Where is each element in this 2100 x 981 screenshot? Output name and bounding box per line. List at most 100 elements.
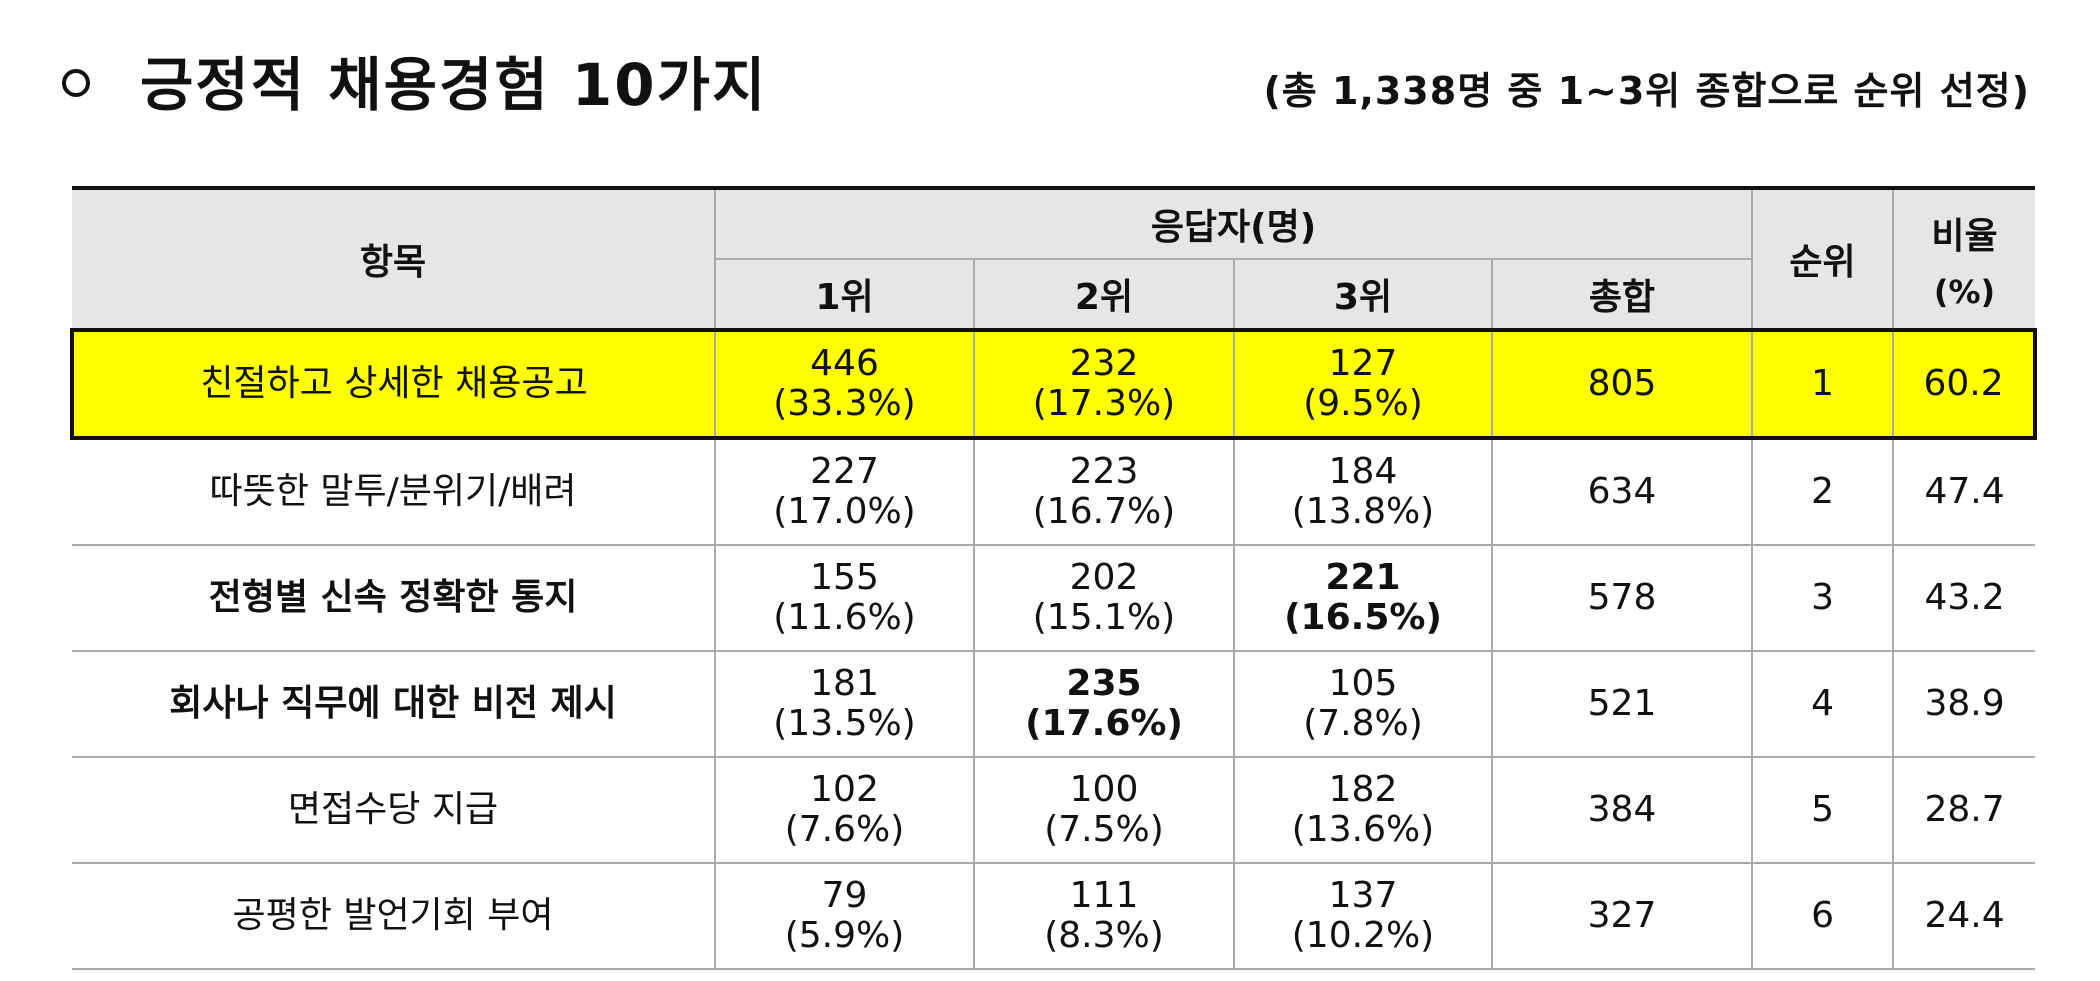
item-cell: 회사나 직무에 대한 비전 제시 [72,650,716,758]
table: 항목 응답자(명) 순위 비율 (%) 1위 2위 3위 총합 친절하고 상세한 … [70,186,2038,970]
percent: (13.5%) [773,703,916,744]
cell: 327 [1490,862,1754,970]
cell: 155 (11.6%) [714,544,975,652]
count: 202 [1069,557,1139,598]
cell: 446 (33.3%) [714,328,975,440]
cell: 3 [1751,544,1895,652]
item-cell: 면접수당 지급 [72,756,716,864]
count: 102 [810,769,879,810]
header-cell: 2위 [973,258,1235,331]
count: 221 [1325,557,1401,598]
cell: 223 (16.7%) [973,437,1235,546]
header-cell: 순위 [1751,186,1895,331]
header-text: (%) [1933,273,1996,311]
count: 137 [1328,875,1398,916]
cell: 521 [1490,650,1754,758]
cell: 102 (7.6%) [714,756,975,864]
cell: 60.2 [1892,328,2038,440]
count: 182 [1328,769,1398,810]
percent: (17.6%) [1025,703,1183,744]
cell: 4 [1751,650,1895,758]
header-cell: 3위 [1233,258,1493,331]
count: 227 [810,451,879,492]
count: 446 [810,343,879,384]
percent: (16.5%) [1284,597,1442,638]
cell: 137 (10.2%) [1233,862,1493,970]
cell: 182 (13.6%) [1233,756,1493,864]
header-cell: 항목 [72,186,716,331]
count: 181 [810,663,879,704]
percent: (13.8%) [1291,491,1435,532]
cell: 181 (13.5%) [714,650,975,758]
cell: 111 (8.3%) [973,862,1235,970]
cell: 5 [1751,756,1895,864]
percent: (17.3%) [1032,383,1176,424]
percent: (15.1%) [1032,597,1176,638]
table-row: 전형별 신속 정확한 통지 155 (11.6%) 202 (15.1%) 221 (16.… [72,544,2036,652]
cell: 202 (15.1%) [973,544,1235,652]
count: 127 [1328,343,1398,384]
count: 235 [1066,663,1142,704]
cell: 232 (17.3%) [973,328,1235,440]
cell: 2 [1751,437,1895,546]
item-cell: 전형별 신속 정확한 통지 [72,544,716,652]
percent: (7.5%) [1044,809,1164,850]
cell: 28.7 [1892,756,2036,864]
cell: 184 (13.8%) [1233,437,1493,546]
cell: 38.9 [1892,650,2036,758]
table-row: 면접수당 지급 102 (7.6%) 100 (7.5%) 182 (13.6%) 384 5 2… [72,756,2036,864]
cell: 805 [1490,328,1754,440]
percent: (7.6%) [784,809,905,850]
count: 184 [1328,451,1398,492]
header-text: 비율 [1931,216,1998,257]
percent: (10.2%) [1291,915,1435,956]
cell: 384 [1490,756,1754,864]
bullet [62,69,90,97]
note: (총 1,338명 중 1~3위 종합으로 순위 선정) [1263,69,2030,113]
cell: 227 (17.0%) [714,437,975,546]
count: 223 [1069,451,1139,492]
count: 79 [821,875,868,916]
count: 111 [1069,875,1139,916]
cell: 578 [1490,544,1754,652]
percent: (8.3%) [1044,915,1164,956]
table-row: 공평한 발언기회 부여 79 (5.9%) 111 (8.3%) 137 (10.2%) 32… [72,862,2036,970]
header-cell: 응답자(명) [713,186,1754,260]
cell: 43.2 [1892,544,2036,652]
item-cell: 공평한 발언기회 부여 [72,862,716,970]
cell: 1 [1751,328,1895,440]
count: 232 [1069,343,1139,384]
count: 100 [1069,769,1139,810]
item-cell: 따뜻한 말투/분위기/배려 [72,437,716,546]
cell: 24.4 [1892,862,2036,970]
percent: (11.6%) [773,597,916,638]
table-row: 따뜻한 말투/분위기/배려 227 (17.0%) 223 (16.7%) 184 (13.… [72,437,2036,546]
cell: 634 [1490,437,1754,546]
header-cell: 비율 (%) [1892,186,2036,331]
header-cell: 총합 [1490,258,1753,331]
percent: (13.6%) [1291,809,1435,850]
cell: 105 (7.8%) [1233,650,1493,758]
cell: 79 (5.9%) [714,862,975,970]
percent: (16.7%) [1032,491,1176,532]
count: 155 [810,557,879,598]
cell: 6 [1751,862,1895,970]
header-cell: 1위 [715,258,975,331]
item-cell: 친절하고 상세한 채용공고 [70,328,716,440]
cell: 100 (7.5%) [973,756,1235,864]
cell: 127 (9.5%) [1233,328,1493,440]
title: 긍정적 채용경험 10가지 [140,51,768,119]
count: 105 [1328,663,1398,704]
percent: (7.8%) [1303,703,1423,744]
percent: (9.5%) [1303,383,1423,424]
table-row: 친절하고 상세한 채용공고 446 (33.3%) 232 (17.3%) 127 (9.5… [70,328,2038,440]
cell: 221 (16.5%) [1233,544,1493,652]
percent: (5.9%) [784,915,905,956]
cell: 47.4 [1892,437,2036,546]
percent: (17.0%) [773,491,916,532]
percent: (33.3%) [773,383,916,424]
cell: 235 (17.6%) [973,650,1235,758]
table-body: 친절하고 상세한 채용공고 446 (33.3%) 232 (17.3%) 127 (9.5… [70,328,2038,970]
table-row: 회사나 직무에 대한 비전 제시 181 (13.5%) 235 (17.6%) 105(… [72,650,2036,758]
